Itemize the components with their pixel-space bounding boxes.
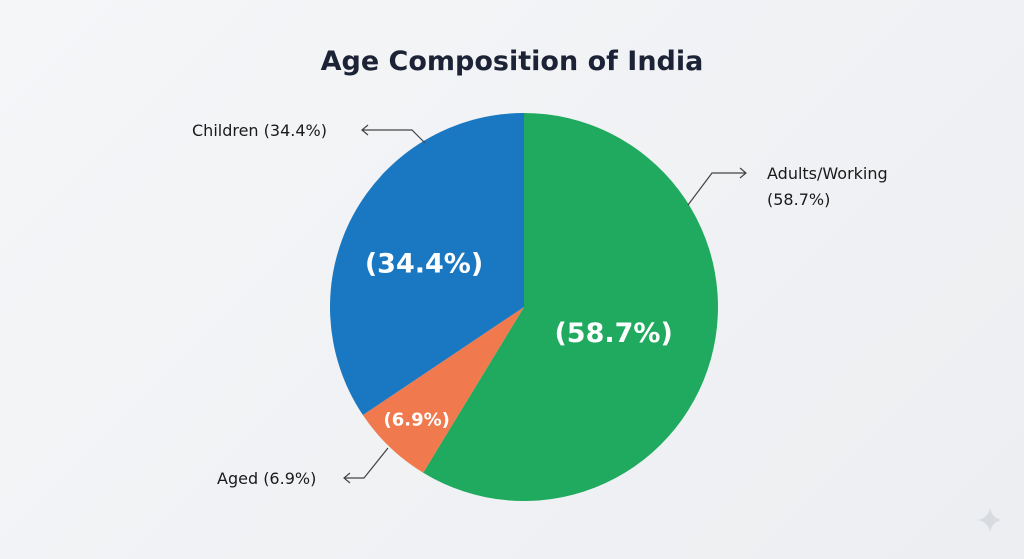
inner-label-aged: (6.9%) <box>384 410 450 431</box>
leader-line-adults <box>687 167 747 206</box>
pie-slice-aged <box>362 307 524 473</box>
pie-slice-adults-working <box>423 113 718 501</box>
pie-slice-children <box>330 113 524 416</box>
inner-label-adults-working: (58.7%) <box>554 318 672 349</box>
chart-title: Age Composition of India <box>321 46 704 77</box>
leader-line-aged <box>343 447 389 484</box>
sparkle-icon <box>978 508 1002 532</box>
outer-label-adults-line1: Adults/Working <box>767 164 888 183</box>
leader-line-children <box>361 124 426 144</box>
inner-label-children: (34.4%) <box>365 249 483 280</box>
outer-label-children: Children (34.4%) <box>192 121 327 140</box>
outer-label-aged: Aged (6.9%) <box>217 469 316 488</box>
outer-label-adults-line2: (58.7%) <box>767 190 830 209</box>
